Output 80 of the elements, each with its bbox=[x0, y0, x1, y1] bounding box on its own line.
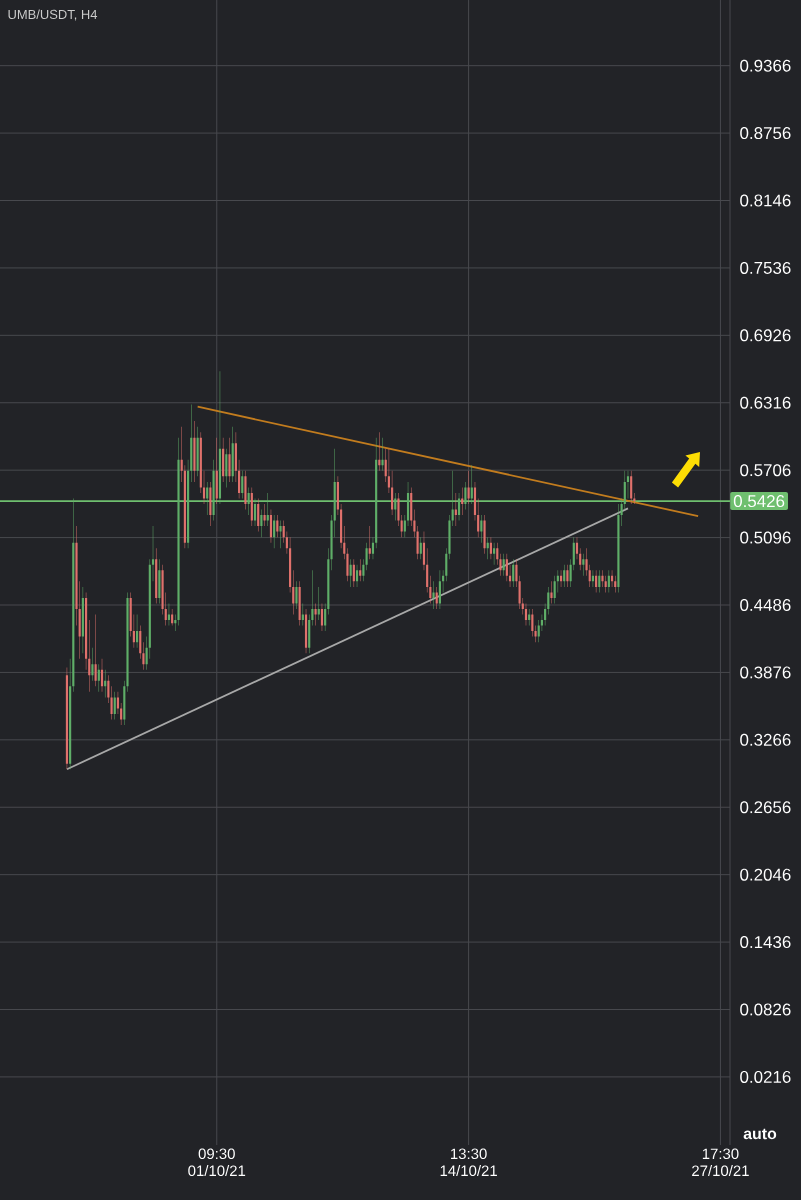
candlestick bbox=[413, 509, 416, 538]
candlestick bbox=[72, 498, 75, 692]
y-tick-label: 0.2046 bbox=[740, 868, 791, 881]
y-tick-label: 0.5096 bbox=[740, 531, 791, 544]
candlestick bbox=[349, 559, 352, 587]
candlestick bbox=[480, 515, 483, 543]
candlestick bbox=[276, 515, 279, 538]
ref-line-label: 0.5426 bbox=[733, 495, 785, 508]
candlestick bbox=[550, 581, 553, 604]
candlestick bbox=[231, 426, 234, 482]
x-tick-label: 17:30 27/10/21 bbox=[692, 1148, 749, 1177]
candlestick bbox=[158, 559, 161, 604]
candlestick bbox=[547, 586, 550, 615]
candlestick bbox=[362, 559, 365, 582]
text: UMB/USDT, H4 bbox=[8, 9, 98, 21]
candlestick bbox=[260, 509, 263, 538]
candlestick bbox=[292, 570, 295, 615]
y-tick-label: 0.0826 bbox=[740, 1003, 791, 1016]
candlestick bbox=[598, 570, 601, 593]
candlestick bbox=[537, 620, 540, 643]
candlestick bbox=[282, 520, 285, 543]
candlestick bbox=[209, 481, 212, 527]
candlestick bbox=[394, 492, 397, 521]
y-tick-label: 0.3876 bbox=[740, 666, 791, 679]
candlestick bbox=[145, 636, 148, 670]
candlestick bbox=[91, 647, 94, 681]
candlestick bbox=[228, 437, 231, 482]
candlestick bbox=[196, 426, 199, 477]
y-tick-label: 0.8756 bbox=[740, 127, 791, 140]
candlestick bbox=[129, 592, 132, 637]
y-tick-label: 0.6926 bbox=[740, 329, 791, 342]
candlestick bbox=[94, 614, 97, 687]
y-tick-label: 0.5706 bbox=[740, 464, 791, 477]
y-tick-label: 0.0216 bbox=[740, 1070, 791, 1083]
candlestick bbox=[161, 564, 164, 615]
candlestick bbox=[212, 459, 215, 521]
candlestick bbox=[241, 470, 244, 499]
y-tick-label: 0.8146 bbox=[740, 194, 791, 207]
candlestick bbox=[416, 526, 419, 560]
candlestick bbox=[244, 470, 247, 510]
candlestick bbox=[263, 503, 266, 527]
candlestick bbox=[365, 542, 368, 571]
candlestick bbox=[483, 515, 486, 554]
candlestick bbox=[553, 575, 556, 604]
candlestick bbox=[582, 553, 585, 576]
candlestick bbox=[464, 481, 467, 510]
y-tick-label: 0.4486 bbox=[740, 599, 791, 611]
candlestick bbox=[502, 553, 505, 576]
candlestick bbox=[381, 437, 384, 471]
candlestick bbox=[314, 603, 317, 626]
y-tick-label: 0.2656 bbox=[740, 801, 791, 814]
candlestick bbox=[378, 432, 381, 471]
candlestick bbox=[247, 487, 250, 516]
candlestick bbox=[432, 581, 435, 609]
candlestick bbox=[429, 575, 432, 604]
x-tick-label: 09:30 01/10/21 bbox=[188, 1148, 246, 1177]
candlestick bbox=[190, 404, 193, 482]
candlestick bbox=[295, 581, 298, 609]
x-tick-label: 13:30 14/10/21 bbox=[440, 1148, 497, 1177]
candlestick bbox=[311, 570, 314, 626]
y-tick-label: 0.6316 bbox=[740, 396, 791, 409]
candlestick bbox=[486, 537, 489, 560]
candlestick bbox=[467, 470, 470, 504]
y-tick-label: 0.7536 bbox=[740, 261, 791, 274]
candlestick bbox=[384, 448, 387, 482]
y-tick-label: 0.3266 bbox=[740, 733, 791, 746]
candlestick bbox=[569, 559, 572, 587]
candlestick bbox=[566, 564, 569, 587]
text: auto bbox=[743, 1128, 777, 1140]
candlestick bbox=[518, 575, 521, 609]
candlestick bbox=[180, 426, 183, 482]
y-tick-label: 0.1436 bbox=[740, 936, 791, 949]
y-tick-label: 0.9366 bbox=[740, 59, 791, 72]
candlestick bbox=[193, 421, 196, 482]
candlestick bbox=[225, 448, 228, 488]
candlestick bbox=[515, 559, 518, 587]
candlestick bbox=[633, 492, 636, 504]
candlestick bbox=[298, 581, 301, 626]
candlestick bbox=[279, 520, 282, 549]
candlestick bbox=[435, 586, 438, 609]
